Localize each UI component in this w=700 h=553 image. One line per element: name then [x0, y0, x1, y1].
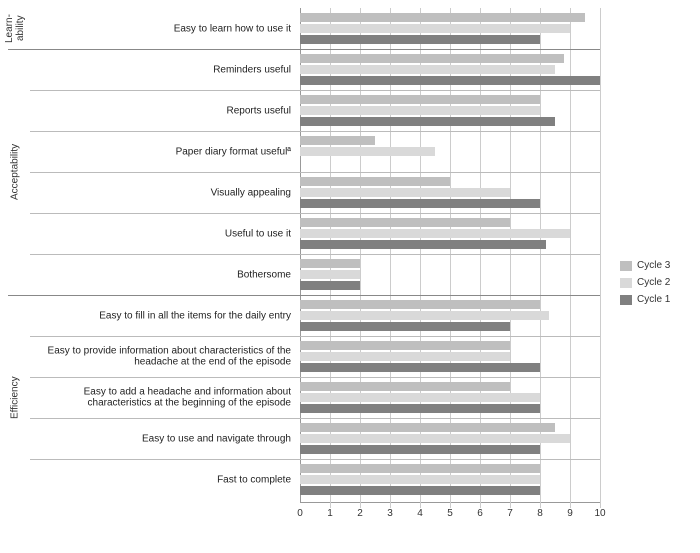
item-label: Easy to fill in all the items for the da… [30, 310, 295, 322]
bar [300, 24, 570, 33]
row-separator [30, 459, 600, 460]
bar [300, 464, 540, 473]
legend-label: Cycle 3 [637, 260, 670, 271]
bar [300, 240, 546, 249]
row-separator [30, 336, 600, 337]
bar [300, 300, 540, 309]
item-label: Paper diary format usefulª [30, 146, 295, 158]
bar [300, 95, 540, 104]
item-label: Easy to learn how to use it [30, 23, 295, 35]
legend-swatch [620, 261, 632, 271]
section-label: Efficiency [0, 295, 30, 500]
legend-label: Cycle 2 [637, 277, 670, 288]
legend-item: Cycle 3 [620, 260, 688, 271]
bar [300, 117, 555, 126]
x-tick-label: 10 [594, 508, 605, 519]
row-separator [30, 90, 600, 91]
legend-swatch [620, 278, 632, 288]
bar [300, 147, 435, 156]
bar [300, 76, 600, 85]
bar [300, 486, 540, 495]
bar [300, 382, 510, 391]
usability-bar-chart: Learn- abilityAcceptabilityEfficiency Cy… [0, 0, 700, 553]
section-label: Acceptability [0, 49, 30, 295]
x-tick-label: 4 [417, 508, 423, 519]
bar [300, 445, 540, 454]
item-label: Bothersome [30, 269, 295, 281]
item-label: Visually appealing [30, 187, 295, 199]
bar [300, 13, 585, 22]
row-separator [30, 131, 600, 132]
bar [300, 218, 510, 227]
bar [300, 188, 510, 197]
x-tick-label: 3 [387, 508, 393, 519]
x-tick-label: 5 [447, 508, 453, 519]
item-label: Fast to complete [30, 474, 295, 486]
item-label: Easy to add a headache and information a… [30, 386, 295, 409]
bar [300, 136, 375, 145]
legend-swatch [620, 295, 632, 305]
bar [300, 259, 360, 268]
row-separator [30, 377, 600, 378]
bar [300, 281, 360, 290]
bar [300, 423, 555, 432]
bar [300, 341, 510, 350]
x-tick-label: 8 [537, 508, 543, 519]
bar [300, 475, 540, 484]
bar [300, 35, 540, 44]
bar [300, 404, 540, 413]
section-axis: Learn- abilityAcceptabilityEfficiency [0, 0, 30, 508]
bar [300, 393, 540, 402]
row-separator [30, 213, 600, 214]
bar [300, 322, 510, 331]
x-tick-label: 1 [327, 508, 333, 519]
x-tick-label: 7 [507, 508, 513, 519]
section-separator [8, 295, 600, 296]
bar [300, 199, 540, 208]
row-separator [30, 254, 600, 255]
x-tick-label: 9 [567, 508, 573, 519]
bar [300, 65, 555, 74]
section-separator [8, 49, 600, 50]
bar [300, 434, 570, 443]
gridline [600, 8, 601, 508]
row-separator [30, 172, 600, 173]
item-label: Useful to use it [30, 228, 295, 240]
x-tick-label: 2 [357, 508, 363, 519]
section-label: Learn- ability [0, 8, 30, 49]
bar [300, 363, 540, 372]
bar [300, 270, 360, 279]
item-label: Easy to use and navigate through [30, 433, 295, 445]
legend-item: Cycle 1 [620, 294, 688, 305]
bar [300, 177, 450, 186]
bar [300, 54, 564, 63]
bar [300, 352, 510, 361]
bar [300, 311, 549, 320]
x-tick-label: 0 [297, 508, 303, 519]
item-label: Reports useful [30, 105, 295, 117]
row-separator [30, 418, 600, 419]
legend: Cycle 3 Cycle 2 Cycle 1 [620, 260, 688, 311]
legend-label: Cycle 1 [637, 294, 670, 305]
item-label: Reminders useful [30, 64, 295, 76]
bar [300, 106, 540, 115]
legend-item: Cycle 2 [620, 277, 688, 288]
x-tick-label: 6 [477, 508, 483, 519]
item-label: Easy to provide information about charac… [30, 345, 295, 368]
bar [300, 229, 570, 238]
